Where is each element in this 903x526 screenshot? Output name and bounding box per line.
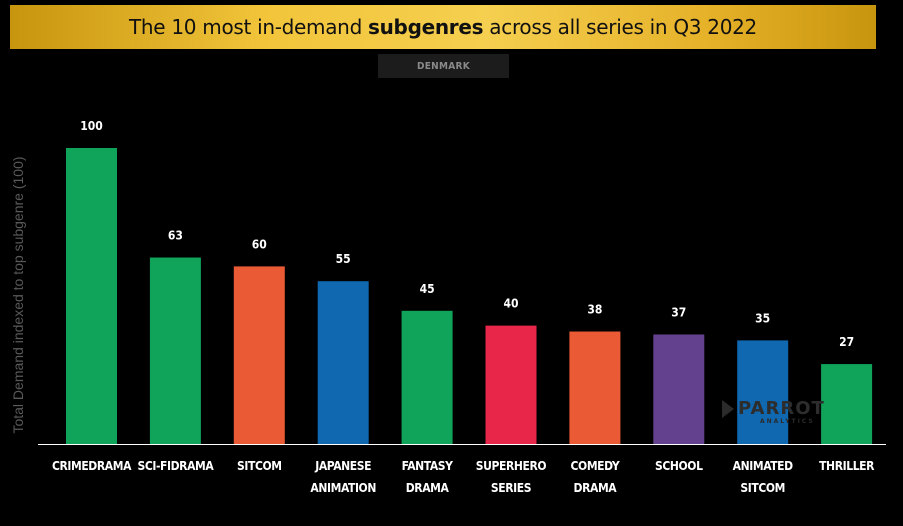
- x-tick-label: SCHOOL: [655, 459, 703, 473]
- bar: [569, 331, 621, 444]
- title-banner: The 10 most in-demand subgenres across a…: [10, 5, 876, 49]
- data-label: 37: [671, 305, 686, 319]
- x-tick-label: DRAMA: [406, 481, 450, 495]
- data-label: 40: [503, 297, 518, 311]
- data-label: 35: [755, 311, 770, 325]
- x-tick-label: SITCOM: [740, 481, 785, 495]
- x-tick-label: SERIES: [491, 481, 531, 495]
- parrot-logo-icon: [722, 399, 734, 418]
- data-label: 55: [336, 252, 351, 266]
- x-tick-label: ANIMATION: [310, 481, 376, 495]
- chart-title: The 10 most in-demand subgenres across a…: [129, 15, 757, 39]
- bar: [653, 334, 705, 444]
- bar: [821, 364, 873, 444]
- bar: [401, 310, 453, 444]
- data-label: 27: [839, 335, 854, 349]
- x-tick-label: JAPANESE: [314, 459, 371, 473]
- x-tick-label: COMEDY: [571, 459, 620, 473]
- data-label: 60: [252, 237, 267, 251]
- logo-name: PARROT: [738, 398, 825, 419]
- bar: [317, 281, 369, 444]
- x-tick-label: SUPERHERO: [476, 459, 547, 473]
- x-tick-label: CRIMEDRAMA: [52, 459, 132, 473]
- data-label: 100: [80, 119, 103, 133]
- logo-sub: ANALYTICS: [760, 418, 815, 425]
- parrot-analytics-logo: PARROT ANALYTICS: [722, 398, 825, 425]
- bar: [737, 340, 789, 444]
- bar: [66, 148, 117, 444]
- x-tick-label: SCI-FIDRAMA: [137, 459, 214, 473]
- x-tick-label: FANTASY: [402, 459, 454, 473]
- bar: [149, 257, 201, 444]
- x-tick-label: THRILLER: [819, 459, 875, 473]
- bar: [485, 325, 537, 444]
- bar: [233, 266, 285, 444]
- x-tick-label: ANIMATED: [733, 459, 794, 473]
- data-label: 45: [420, 282, 435, 296]
- x-tick-label: DRAMA: [574, 481, 618, 495]
- country-label: DENMARK: [378, 54, 509, 78]
- x-tick-label: SITCOM: [237, 459, 282, 473]
- data-label: 38: [587, 303, 602, 317]
- data-label: 63: [168, 229, 183, 243]
